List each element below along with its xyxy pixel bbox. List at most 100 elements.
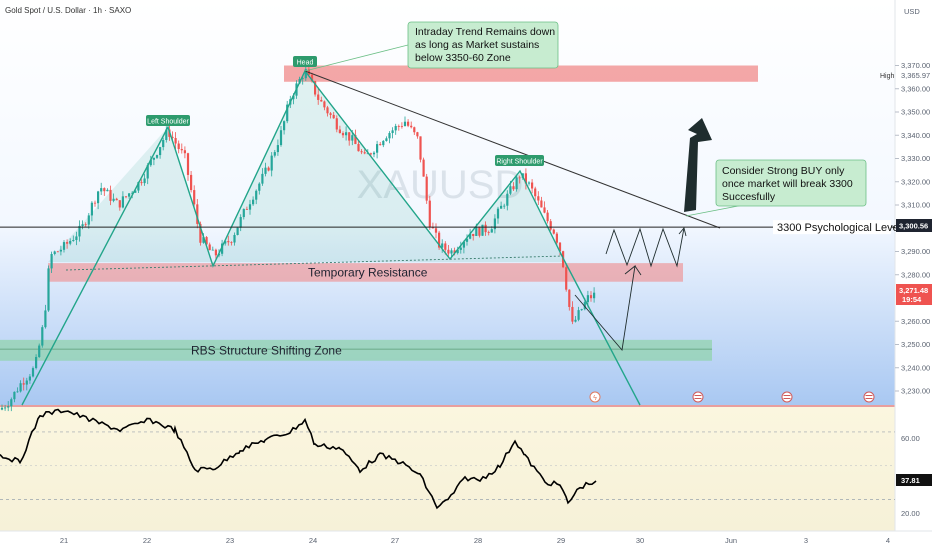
candle-body	[382, 140, 385, 146]
price-scale[interactable]: 3,370.00 3,360.00 3,350.00 3,340.00 3,330.00…	[895, 61, 930, 396]
candle-body	[341, 133, 345, 136]
candle-body	[565, 267, 568, 290]
high-label: High	[880, 73, 895, 80]
candle-body	[558, 242, 562, 252]
candle-body	[31, 368, 35, 377]
candle-body	[72, 239, 75, 241]
time-tick-label: 4	[886, 536, 890, 545]
time-tick-label: 3	[804, 536, 808, 545]
candle-body	[456, 249, 459, 254]
candle-body	[276, 145, 279, 153]
candle-body	[400, 125, 403, 127]
candle-body	[115, 198, 118, 201]
candle-body	[22, 383, 25, 385]
candle-body	[527, 182, 531, 184]
candle-body	[354, 135, 357, 145]
candle-body	[208, 244, 211, 251]
buy-callout: Consider Strong BUY only once market wil…	[715, 159, 867, 207]
price-tick-label: 3,370.00	[901, 61, 930, 70]
price-tick-label: 3,240.00	[901, 363, 930, 372]
candle-body	[304, 69, 307, 79]
flag-stripe-icon	[783, 398, 791, 399]
projection-layer	[574, 118, 712, 352]
candle-body	[326, 107, 329, 114]
candle-body	[372, 152, 376, 155]
flag-stripe-icon	[865, 395, 873, 396]
candle-body	[273, 152, 276, 156]
rsi-tick-60: 60.00	[901, 434, 920, 443]
candle-body	[143, 178, 146, 184]
candle-body	[351, 135, 354, 141]
time-tick-label: 29	[557, 536, 565, 545]
candle-body	[434, 228, 438, 233]
candle-body	[580, 309, 583, 311]
time-tick-label: 24	[309, 536, 317, 545]
candle-body	[583, 302, 586, 310]
candle-body	[103, 188, 106, 192]
candle-body	[196, 204, 199, 224]
candle-body	[549, 221, 552, 230]
candle-body	[227, 241, 230, 243]
candle-body	[97, 191, 100, 204]
lightning-event-icon[interactable]	[589, 391, 601, 403]
flag-stripe-icon	[694, 395, 702, 396]
candle-body	[332, 114, 335, 119]
candle-body	[524, 173, 527, 184]
head-tag-bg	[293, 56, 317, 67]
candle-body	[555, 233, 558, 243]
buy-callout-line-2: once market will break 3300	[722, 178, 853, 190]
candle-body	[574, 319, 577, 322]
candle-body	[221, 243, 224, 254]
rbs-zone-label: RBS Structure Shifting Zone	[191, 343, 342, 357]
psychological-level-label: 3300 Psychological Level	[777, 222, 901, 234]
candle-body	[317, 94, 320, 100]
candle-body	[484, 224, 487, 233]
projection-zigzag	[605, 227, 685, 268]
candle-body	[242, 208, 245, 218]
candle-body	[314, 81, 317, 95]
buy-callout-line-3: Succesfully	[722, 191, 776, 203]
candle-body	[258, 183, 261, 191]
flag-stripe-icon	[865, 398, 873, 399]
candle-body	[261, 173, 264, 184]
price-scale-background	[895, 0, 932, 550]
candle-body	[214, 249, 217, 256]
candle-body	[478, 227, 481, 236]
us-flag-event-icon[interactable]	[863, 391, 875, 403]
candle-body	[357, 144, 360, 152]
trend-callout-box	[407, 21, 559, 69]
time-tick-label: 22	[143, 536, 151, 545]
candle-body	[28, 376, 31, 381]
candle-body	[90, 202, 93, 216]
event-icons[interactable]: ϟ	[589, 391, 875, 403]
candle-body	[233, 234, 236, 243]
candle-body	[267, 167, 270, 171]
us-flag-event-icon[interactable]	[781, 391, 793, 403]
candle-body	[397, 125, 400, 127]
candle-body	[78, 225, 81, 237]
candle-body	[552, 229, 555, 234]
candle-body	[419, 136, 422, 160]
candle-body	[487, 232, 490, 233]
projection-drop-rise	[574, 264, 642, 352]
candle-body	[345, 132, 348, 136]
candle-body	[403, 121, 407, 127]
candle-body	[407, 121, 410, 126]
price-tick-label: 3,310.00	[901, 201, 930, 210]
time-axis[interactable]: 21 22 23 24 27 28 29 30 Jun 3 4	[60, 536, 890, 545]
candle-body	[416, 132, 419, 137]
candle-body	[506, 193, 509, 206]
candle-body	[84, 224, 87, 226]
price-tick-label: 3,290.00	[901, 247, 930, 256]
candle-body	[500, 205, 503, 209]
candle-body	[376, 144, 379, 153]
candle-body	[543, 207, 546, 213]
flag-stripe-icon	[694, 398, 702, 399]
candle-body	[469, 233, 472, 239]
candle-body	[447, 249, 450, 254]
us-flag-event-icon[interactable]	[692, 391, 704, 403]
candle-body	[465, 238, 469, 242]
pattern-fill-layer	[48, 71, 563, 266]
